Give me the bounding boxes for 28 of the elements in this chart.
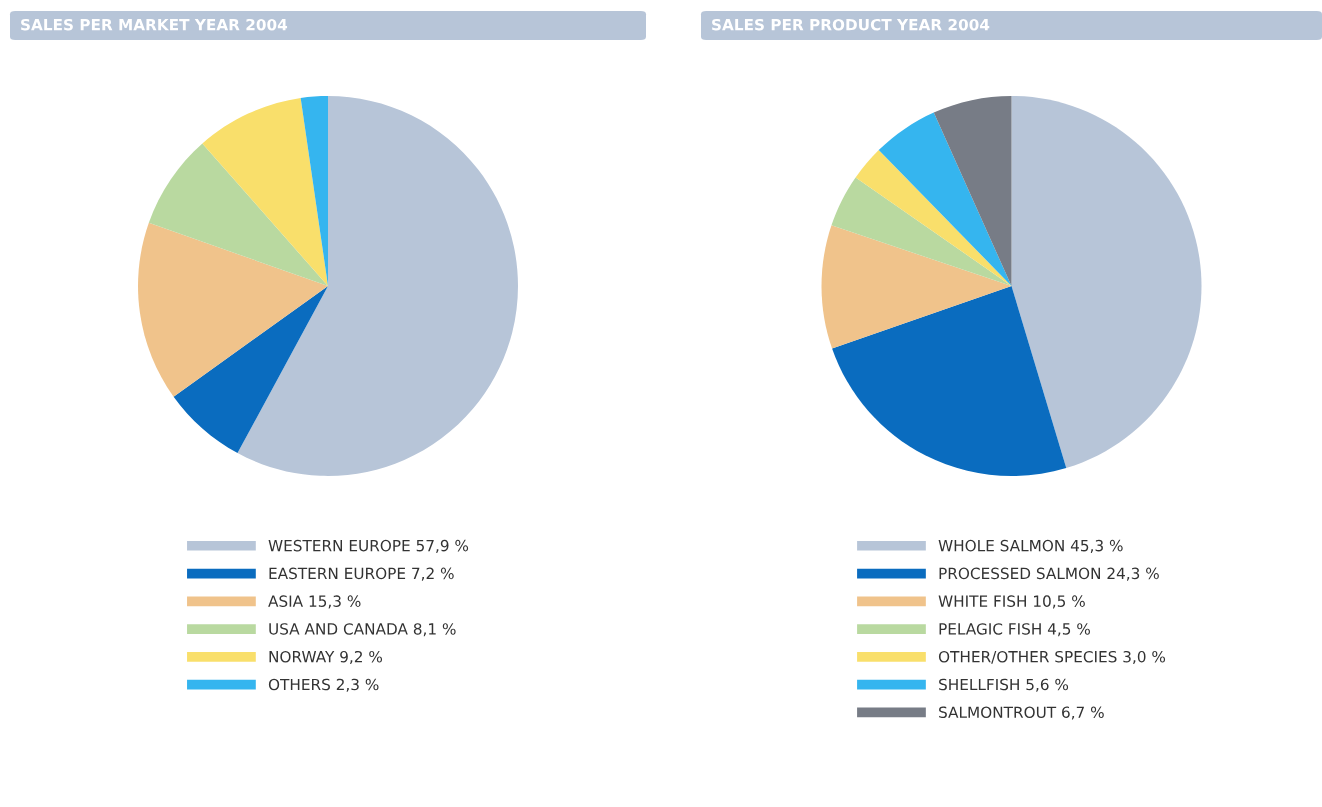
pie-slice — [855, 150, 1012, 286]
pie-slice — [202, 97, 328, 286]
legend-label: SALMONTROUT 6,7 % — [939, 706, 1104, 720]
legend-label: SHELLFISH 5,6 % — [939, 678, 1069, 692]
pie-slice — [1011, 96, 1202, 468]
legend-label: OTHER/OTHER SPECIES 3,0 % — [938, 650, 1166, 665]
legend-label: WHOLE SALMON 45,3 % — [938, 539, 1123, 553]
pie-slice — [831, 177, 1012, 286]
legend-label: PELAGIC FISH 4,5 % — [939, 623, 1090, 637]
pie-slice — [300, 96, 328, 286]
pie-slice — [832, 286, 1067, 476]
legend-label: NORWAY 9,2 % — [269, 650, 383, 665]
pie-slice — [237, 96, 518, 476]
legend-label: OTHERS 2,3 % — [268, 678, 379, 692]
pie-slice — [933, 96, 1012, 286]
pie-slice — [821, 225, 1012, 349]
pie-slice — [173, 286, 328, 454]
pie-slice — [138, 222, 328, 397]
legend-label: EASTERN EUROPE 7,2 % — [269, 567, 454, 581]
chart-title: SALES PER MARKET YEAR 2004 — [21, 18, 288, 31]
legend-label: WHITE FISH 10,5 % — [938, 595, 1085, 609]
legend-label: WESTERN EUROPE 57,9 % — [268, 539, 469, 553]
pie-slice — [148, 143, 328, 286]
pie-slice — [878, 112, 1012, 286]
legend-label: USA AND CANADA 8,1 % — [269, 623, 456, 637]
chart-title: SALES PER PRODUCT YEAR 2004 — [712, 18, 990, 31]
legend-label: PROCESSED SALMON 24,3 % — [939, 567, 1159, 581]
legend-label: ASIA 15,3 % — [268, 595, 361, 609]
